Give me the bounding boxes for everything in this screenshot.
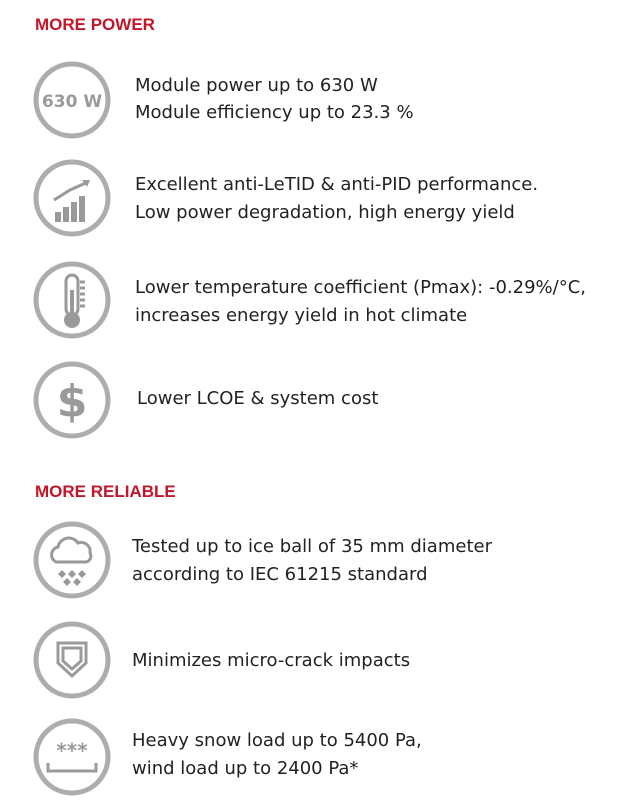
section-title: MORE POWER — [35, 15, 155, 34]
feature-text: Minimizes micro-crack impacts — [132, 650, 410, 671]
icon-hail — [33, 521, 111, 599]
feature-text: Module power up to 630 W — [135, 75, 378, 96]
feature-text: Module efficiency up to 23.3 % — [135, 102, 414, 123]
icon-power: 630 W — [33, 61, 111, 139]
icon-label: $ — [57, 376, 88, 427]
feature-text: wind load up to 2400 Pa* — [132, 758, 358, 779]
icon-label: *** — [56, 739, 88, 763]
icon-cost: $ — [33, 361, 111, 439]
icon-label: 630 W — [42, 92, 102, 112]
feature-text: according to IEC 61215 standard — [132, 564, 428, 585]
feature-text: Heavy snow load up to 5400 Pa, — [132, 730, 422, 751]
icon-performance — [33, 159, 111, 237]
section-title: MORE RELIABLE — [35, 482, 176, 501]
icon-snow: *** — [33, 718, 111, 796]
feature-text: Low power degradation, high energy yield — [135, 202, 515, 223]
feature-text: Lower temperature coefficient (Pmax): -0… — [135, 277, 586, 298]
feature-text: Lower LCOE & system cost — [137, 388, 378, 409]
icon-shield — [33, 621, 111, 699]
icon-temperature — [33, 261, 111, 339]
feature-text: Excellent anti-LeTID & anti-PID performa… — [135, 174, 538, 195]
feature-text: increases energy yield in hot climate — [135, 305, 467, 326]
feature-text: Tested up to ice ball of 35 mm diameter — [131, 536, 493, 557]
